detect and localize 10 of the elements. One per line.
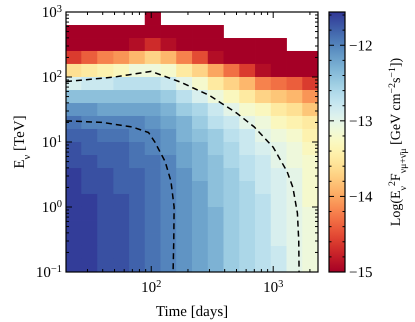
x-axis-title: Time [days] — [156, 304, 228, 320]
y-tick-label: 10$^{3}$ — [42, 4, 62, 21]
color-bar-label: −14 — [349, 189, 373, 206]
y-tick-label: 10$^{2}$ — [42, 68, 62, 86]
y-tick-label: 10$^{−1}$ — [36, 264, 62, 281]
color-bar-label: −15 — [349, 265, 372, 281]
color-bar-label: −12 — [349, 38, 372, 54]
y-tick-label: 10$^{0}$ — [42, 198, 62, 216]
color-bar-label: −13 — [349, 114, 372, 130]
y-tick-label: 10$^{1}$ — [42, 134, 62, 151]
